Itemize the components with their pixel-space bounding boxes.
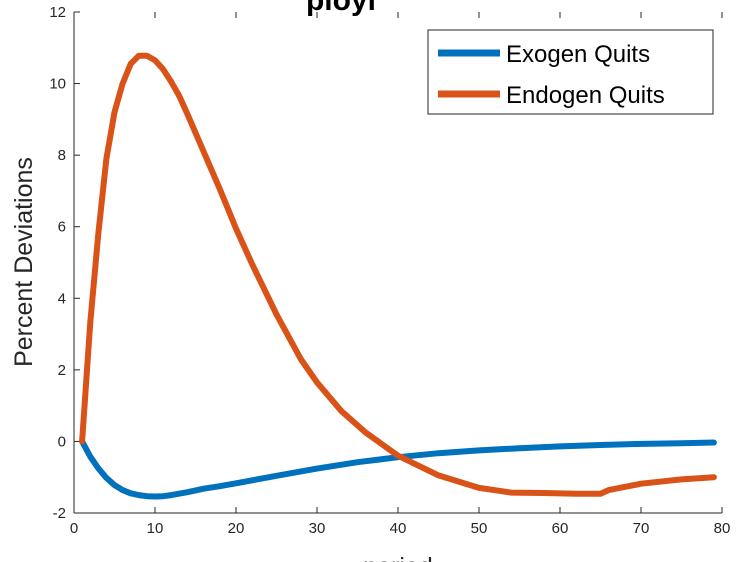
x-tick-label: 70	[633, 520, 650, 537]
x-tick-label: 10	[147, 520, 164, 537]
legend-label-exogen: Exogen Quits	[506, 41, 650, 68]
series-line-exogen-quits	[79, 438, 717, 500]
axes	[73, 12, 722, 514]
y-tick-label: 6	[58, 219, 66, 236]
lines-layer	[79, 52, 717, 500]
legend-label-endogen: Endogen Quits	[506, 82, 665, 109]
y-tick-label: 8	[58, 147, 66, 164]
y-tick-label: 12	[49, 4, 66, 21]
x-tick-label: 20	[228, 520, 245, 537]
x-axis-label: period	[363, 553, 433, 562]
x-tick-label: 60	[552, 520, 569, 537]
y-axis-label: Percent Deviations	[10, 157, 38, 367]
y-tick-label: 2	[58, 362, 66, 379]
series-line-endogen-quits	[79, 52, 717, 497]
x-tick-label: 40	[390, 520, 407, 537]
y-tick-label: 10	[49, 76, 66, 93]
legend-box	[427, 29, 714, 115]
chart-title: ployi	[306, 0, 376, 17]
x-tick-label: 0	[70, 520, 78, 537]
y-tick-label: 4	[58, 290, 66, 307]
x-tick-label: 50	[471, 520, 488, 537]
y-tick-label: -2	[53, 505, 66, 522]
x-tick-label: 80	[714, 520, 731, 537]
y-tick-label: 0	[58, 433, 66, 450]
x-tick-label: 30	[309, 520, 326, 537]
legend: Exogen Quits Endogen Quits	[427, 29, 714, 115]
